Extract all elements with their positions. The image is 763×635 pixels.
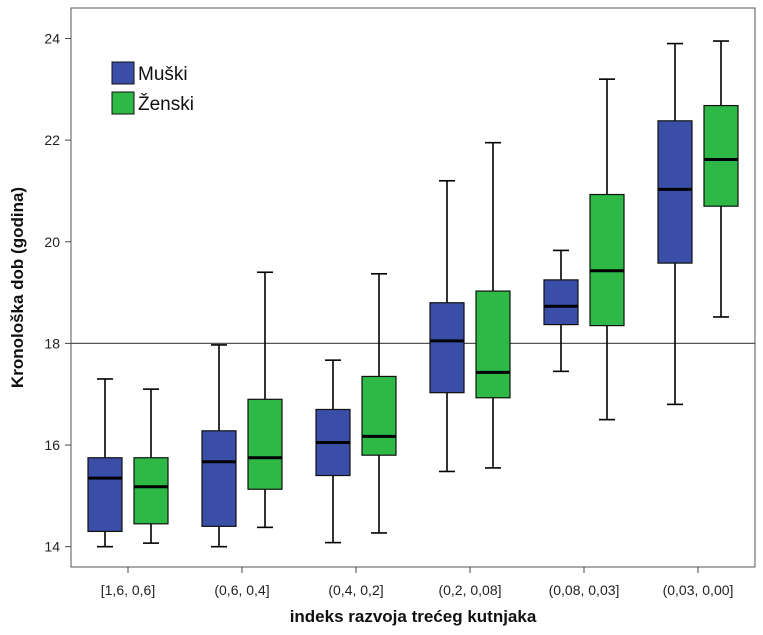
y-tick-label-14: 14 xyxy=(44,539,60,555)
legend-swatch-muski xyxy=(111,61,135,85)
y-tick-label-18: 18 xyxy=(44,335,60,351)
box-zenski-2 xyxy=(361,375,397,456)
x-tick-label-5: (0,03, 0,00] xyxy=(663,582,734,598)
plot-frame xyxy=(70,7,756,568)
box-zenski-5 xyxy=(703,104,739,207)
y-tick-label-16: 16 xyxy=(44,437,60,453)
x-axis-title: indeks razvoja trećeg kutnjaka xyxy=(290,607,537,626)
box-muski-3 xyxy=(429,302,465,394)
y-tick-label-22: 22 xyxy=(44,132,60,148)
box-zenski-0 xyxy=(133,457,169,525)
box-muski-0 xyxy=(87,457,123,533)
box-zenski-4 xyxy=(589,193,625,327)
legend-swatch-zenski xyxy=(111,91,135,115)
y-tick-label-20: 20 xyxy=(44,234,60,250)
x-tick-label-0: [1,6, 0,6] xyxy=(101,582,155,598)
y-tick-label-24: 24 xyxy=(44,30,60,46)
x-tick-label-4: (0,08, 0,03] xyxy=(549,582,620,598)
box-muski-1 xyxy=(201,430,237,527)
y-axis-title: Kronološka dob (godina) xyxy=(8,187,27,388)
x-tick-label-2: (0,4, 0,2] xyxy=(328,582,383,598)
box-muski-5 xyxy=(657,120,693,264)
box-zenski-1 xyxy=(247,398,283,490)
legend-label-zenski: Ženski xyxy=(138,93,194,115)
x-tick-label-1: (0,6, 0,4] xyxy=(214,582,269,598)
box-muski-4 xyxy=(543,279,579,326)
x-tick-label-3: (0,2, 0,08] xyxy=(438,582,501,598)
box-zenski-3 xyxy=(475,290,511,399)
legend-label-muski: Muški xyxy=(138,64,188,85)
